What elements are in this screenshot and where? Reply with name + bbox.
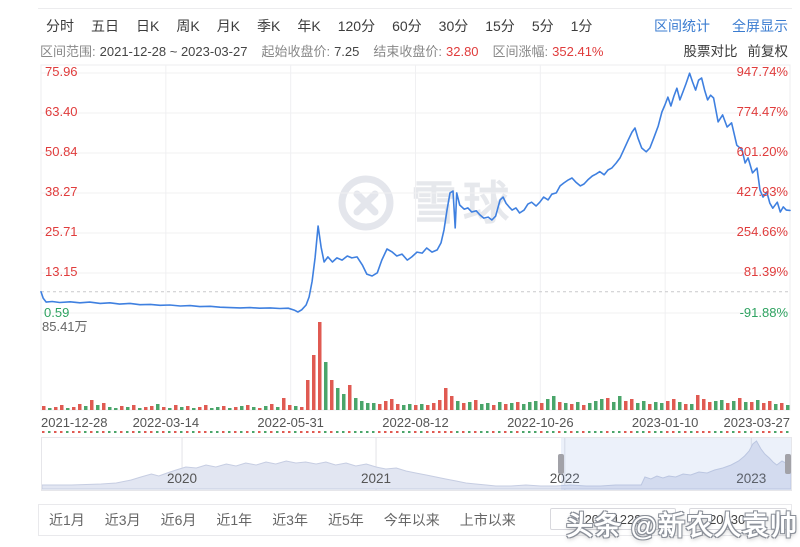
- photo-credit-watermark: 头条 @新农人袁帅: [566, 511, 798, 541]
- percent-axis-label: 254.66%: [736, 224, 788, 239]
- percent-min-label: -91.88%: [739, 305, 788, 320]
- navigator-right-handle[interactable]: [785, 454, 791, 474]
- percent-axis-label: 601.20%: [736, 143, 788, 159]
- period-tab-15分[interactable]: 15分: [485, 18, 515, 34]
- x-axis-label: 2023-03-27: [723, 415, 791, 430]
- range-button-近1月[interactable]: 近1月: [49, 512, 85, 528]
- adjust-mode-button[interactable]: 前复权: [747, 44, 789, 59]
- info-item-0: 区间范围: 2021-12-28 ~ 2023-03-27: [40, 41, 247, 60]
- info-label: 起始收盘价:: [261, 43, 331, 59]
- price-axis-label: 13.15: [45, 264, 78, 279]
- period-tab-30分[interactable]: 30分: [438, 18, 469, 34]
- navigator-year-label: 2021: [361, 471, 392, 486]
- range-button-近1年[interactable]: 近1年: [216, 512, 253, 528]
- range-info-bar: 区间范围: 2021-12-28 ~ 2023-03-27 起始收盘价: 7.25 结束…: [40, 41, 604, 59]
- info-item-2: 结束收盘价: 32.80: [373, 41, 478, 60]
- period-tab-五日[interactable]: 五日: [91, 18, 119, 34]
- price-axis-label: 75.96: [45, 64, 78, 79]
- navigator-area: [41, 440, 792, 490]
- navigator-left-handle[interactable]: [558, 454, 565, 474]
- navigator-year-label: 2023: [736, 471, 767, 486]
- grid-lines: [41, 65, 790, 410]
- period-tab-bar: 分时 五日 日K 周K 月K 季K 年K 120分 60分 30分 15分 5分 1分: [46, 14, 592, 38]
- x-axis-label: 2023-01-10: [631, 415, 699, 430]
- end-date-input[interactable]: [689, 508, 787, 530]
- period-tab-120分[interactable]: 120分: [337, 18, 376, 34]
- navigator-year-label: 2020: [167, 471, 198, 486]
- xueqiu-logo-icon: [338, 175, 394, 231]
- range-button-近6月[interactable]: 近6月: [160, 512, 197, 528]
- percent-axis-label: 774.47%: [736, 103, 788, 119]
- info-value: 2021-12-28 ~ 2023-03-27: [99, 43, 248, 59]
- period-tab-60分[interactable]: 60分: [392, 18, 422, 34]
- percent-axis-label: 947.74%: [736, 64, 788, 79]
- percent-axis-label: 427.93%: [736, 184, 788, 200]
- period-tab-年K[interactable]: 年K: [297, 18, 321, 34]
- top-divider: [38, 8, 792, 9]
- timeline-navigator[interactable]: 2020 2021 2022 2023: [41, 437, 792, 491]
- range-button-近3年[interactable]: 近3年: [272, 512, 308, 528]
- navigator-selection-window[interactable]: [561, 438, 791, 490]
- navigator-year-label: 2022: [549, 471, 580, 486]
- x-axis-label: 2021-12-28: [41, 415, 108, 430]
- info-value: 7.25: [334, 43, 360, 59]
- range-button-今年以来[interactable]: 今年以来: [383, 512, 440, 528]
- range-buttons: 近1月 近3月 近6月 近1年 近3年 近5年 今年以来 上市以来: [49, 505, 516, 535]
- volume-bars: [42, 322, 790, 410]
- price-axis-label: 63.40: [45, 103, 78, 119]
- info-label: 区间涨幅:: [492, 43, 549, 59]
- info-value: 352.41%: [552, 43, 604, 59]
- info-item-3: 区间涨幅: 352.41%: [493, 41, 604, 60]
- range-stats-button[interactable]: 区间统计: [654, 18, 710, 34]
- period-tab-周K[interactable]: 周K: [176, 18, 200, 34]
- period-tab-月K[interactable]: 月K: [216, 18, 241, 34]
- info-value: 32.80: [446, 43, 479, 59]
- info-actions: 股票对比 前复权: [684, 41, 789, 59]
- x-axis-label: 2022-05-31: [257, 415, 324, 430]
- info-label: 区间范围:: [40, 43, 96, 59]
- x-axis-label: 2022-03-14: [132, 415, 200, 430]
- volume-max-label: 85.41万: [42, 319, 88, 334]
- period-tab-日K[interactable]: 日K: [136, 18, 160, 34]
- price-min-label: 0.59: [44, 305, 70, 320]
- period-tab-分时[interactable]: 分时: [46, 18, 74, 34]
- period-tab-5分[interactable]: 5分: [531, 18, 554, 34]
- info-label: 结束收盘价:: [373, 43, 442, 59]
- fullscreen-button[interactable]: 全屏显示: [732, 18, 788, 34]
- info-item-1: 起始收盘价: 7.25: [261, 41, 359, 60]
- price-axis-label: 25.71: [45, 224, 78, 239]
- period-tab-季K[interactable]: 季K: [257, 18, 281, 34]
- toolbar-actions: 区间统计 全屏显示: [654, 14, 788, 38]
- period-tab-1分[interactable]: 1分: [570, 18, 593, 34]
- percent-axis-label: 81.39%: [743, 264, 788, 279]
- price-axis-label: 50.84: [45, 143, 78, 159]
- x-axis-label: 2022-08-12: [382, 415, 449, 430]
- stock-compare-button[interactable]: 股票对比: [683, 44, 738, 59]
- range-button-近3月[interactable]: 近3月: [104, 512, 141, 528]
- navigator-area-chart: [41, 438, 792, 490]
- x-axis-label: 2022-10-26: [507, 415, 574, 430]
- turnover-dotted-strip: [42, 431, 789, 433]
- range-selector-bar: 近1月 近3月 近6月 近1年 近3年 近5年 今年以来 上市以来: [38, 504, 792, 536]
- price-line: [40, 72, 791, 313]
- price-axis-label: 38.27: [45, 184, 78, 200]
- range-button-近5年[interactable]: 近5年: [327, 512, 364, 528]
- range-button-上市以来[interactable]: 上市以来: [459, 512, 516, 528]
- start-date-input[interactable]: [550, 508, 676, 530]
